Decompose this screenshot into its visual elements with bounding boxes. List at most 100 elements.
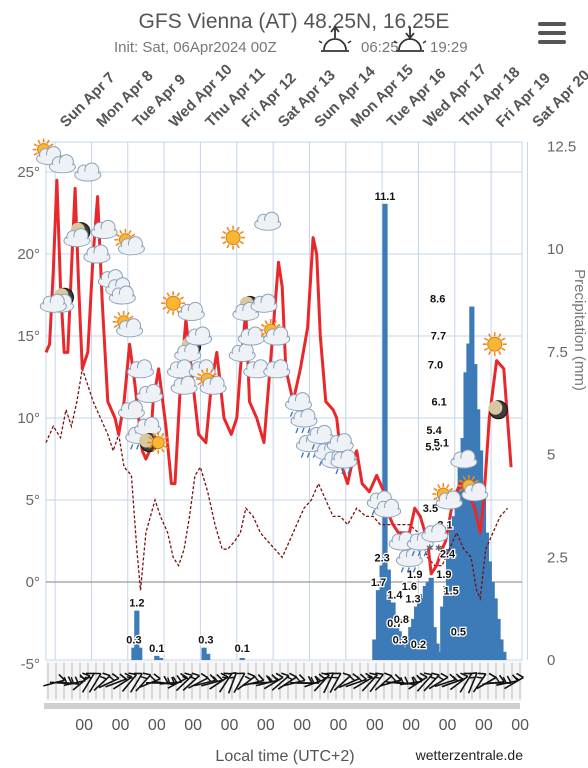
precipitation-value-label: 6.1 <box>432 396 447 408</box>
wind-barb-shaft <box>472 673 487 693</box>
precipitation-bar <box>495 618 501 660</box>
wind-barb <box>323 672 335 694</box>
wind-barb-flag <box>236 672 245 675</box>
precipitation-bar <box>422 586 428 660</box>
sun-ray <box>226 244 230 249</box>
sun-disc <box>487 336 503 352</box>
precipitation-bar <box>454 495 460 660</box>
wind-barb-shaft <box>63 679 86 687</box>
y-tick-right: 2.5 <box>547 549 568 566</box>
wind-barb-shaft <box>369 673 384 693</box>
wind-barb-flag <box>216 673 224 681</box>
wind-barb <box>98 673 120 689</box>
rain-drop <box>335 468 339 475</box>
sun-ray <box>458 479 464 483</box>
cloud-fill <box>328 442 353 452</box>
snow-flake: ✱ <box>435 543 443 553</box>
cloud-fill <box>292 417 316 427</box>
cloud-fill <box>186 335 211 345</box>
x-tick-label: 00 <box>402 717 420 734</box>
sun-ray <box>474 479 479 483</box>
wind-barb-flag <box>324 676 332 679</box>
wind-barb <box>135 672 152 692</box>
cloud-fill <box>75 171 100 181</box>
sun-ray <box>49 143 54 147</box>
x-ticks: 00 00 00 00 00 00 00 00 00 00 00 00 00 <box>75 717 529 734</box>
cloud-fill <box>239 335 264 345</box>
wind-barb <box>277 672 298 690</box>
precipitation-value-label: 0.3 <box>198 635 213 647</box>
wind-barbs <box>43 661 524 701</box>
wind-barb-flag <box>375 672 384 675</box>
hamburger-menu-icon[interactable] <box>538 22 566 46</box>
wind-barb-flag <box>247 672 256 678</box>
wind-barb-shaft <box>135 674 152 692</box>
wind-barb <box>393 676 416 686</box>
cloud-fill <box>332 458 356 468</box>
cloud-icon <box>90 219 118 239</box>
sun-ray <box>33 152 38 156</box>
sun-cloud-icon <box>112 310 144 338</box>
precipitation-bar <box>448 528 455 660</box>
wind-barb-flag <box>391 675 397 682</box>
sun-ray <box>446 484 450 489</box>
precipitation-value-label: 0.2 <box>411 639 426 651</box>
moon-light <box>139 433 154 448</box>
sunrise-time: 06:25 <box>361 39 399 56</box>
cloud-icon <box>237 326 265 346</box>
cloud-fill <box>135 425 160 435</box>
precipitation-value-label: 7.0 <box>428 359 443 371</box>
wind-barb-flag <box>150 675 157 682</box>
sun-ray <box>226 226 230 232</box>
wind-barb-shaft <box>233 672 246 694</box>
x-tick-label: 00 <box>184 717 202 734</box>
wind-barb-flag <box>189 675 196 680</box>
cloud-fill <box>422 532 447 542</box>
wind-barb-flag <box>227 676 235 679</box>
precipitation-bar <box>399 639 405 660</box>
wind-barb-flag <box>332 672 341 675</box>
wind-barb <box>112 672 133 690</box>
wind-barb <box>88 672 102 693</box>
wind-barb-flag <box>457 675 465 681</box>
wind-barb-shaft <box>227 672 238 694</box>
sun-disc <box>225 230 241 246</box>
y-tick-right: 0 <box>547 652 555 669</box>
cloud-icon <box>177 301 205 321</box>
cloud-fill <box>308 433 333 443</box>
cloud-fill <box>264 335 289 345</box>
wind-barb-flag <box>92 672 101 675</box>
cloud-icon <box>228 342 256 362</box>
wind-barb-shaft <box>263 676 284 690</box>
scrollbar[interactable] <box>44 703 520 709</box>
sun-ray <box>236 244 240 249</box>
wind-barb-shaft <box>304 678 326 688</box>
cloud-fill <box>233 310 258 320</box>
sun-ray <box>163 436 169 440</box>
wind-barb-flag <box>134 672 143 675</box>
wind-barb-shaft <box>188 677 209 689</box>
precipitation-bar <box>419 598 426 660</box>
wind-barb <box>449 672 469 691</box>
sun-ray <box>471 475 475 481</box>
wind-barb-flag <box>163 675 169 684</box>
cloud-fill <box>297 442 322 452</box>
cloud-fill <box>264 368 289 378</box>
y-tick-left: 0° <box>26 574 40 591</box>
precipitation-value-label: 1.3 <box>405 594 420 606</box>
rain-drop <box>417 550 421 557</box>
sun-icon <box>221 225 246 250</box>
rain-drop <box>423 550 427 557</box>
y-tick-left: 15° <box>17 328 40 345</box>
precipitation-value-label: 8.6 <box>430 294 445 306</box>
wind-barb-shaft <box>129 673 143 693</box>
wind-barb-shaft <box>408 676 428 690</box>
sun-ray <box>46 139 50 144</box>
wind-barb <box>353 672 373 690</box>
wind-barb-flag <box>67 676 73 685</box>
sun-icon <box>161 291 186 316</box>
precipitation-bar <box>434 643 440 660</box>
wind-barb <box>416 672 433 692</box>
cloud-icon <box>170 375 198 395</box>
wind-barb <box>121 672 138 692</box>
